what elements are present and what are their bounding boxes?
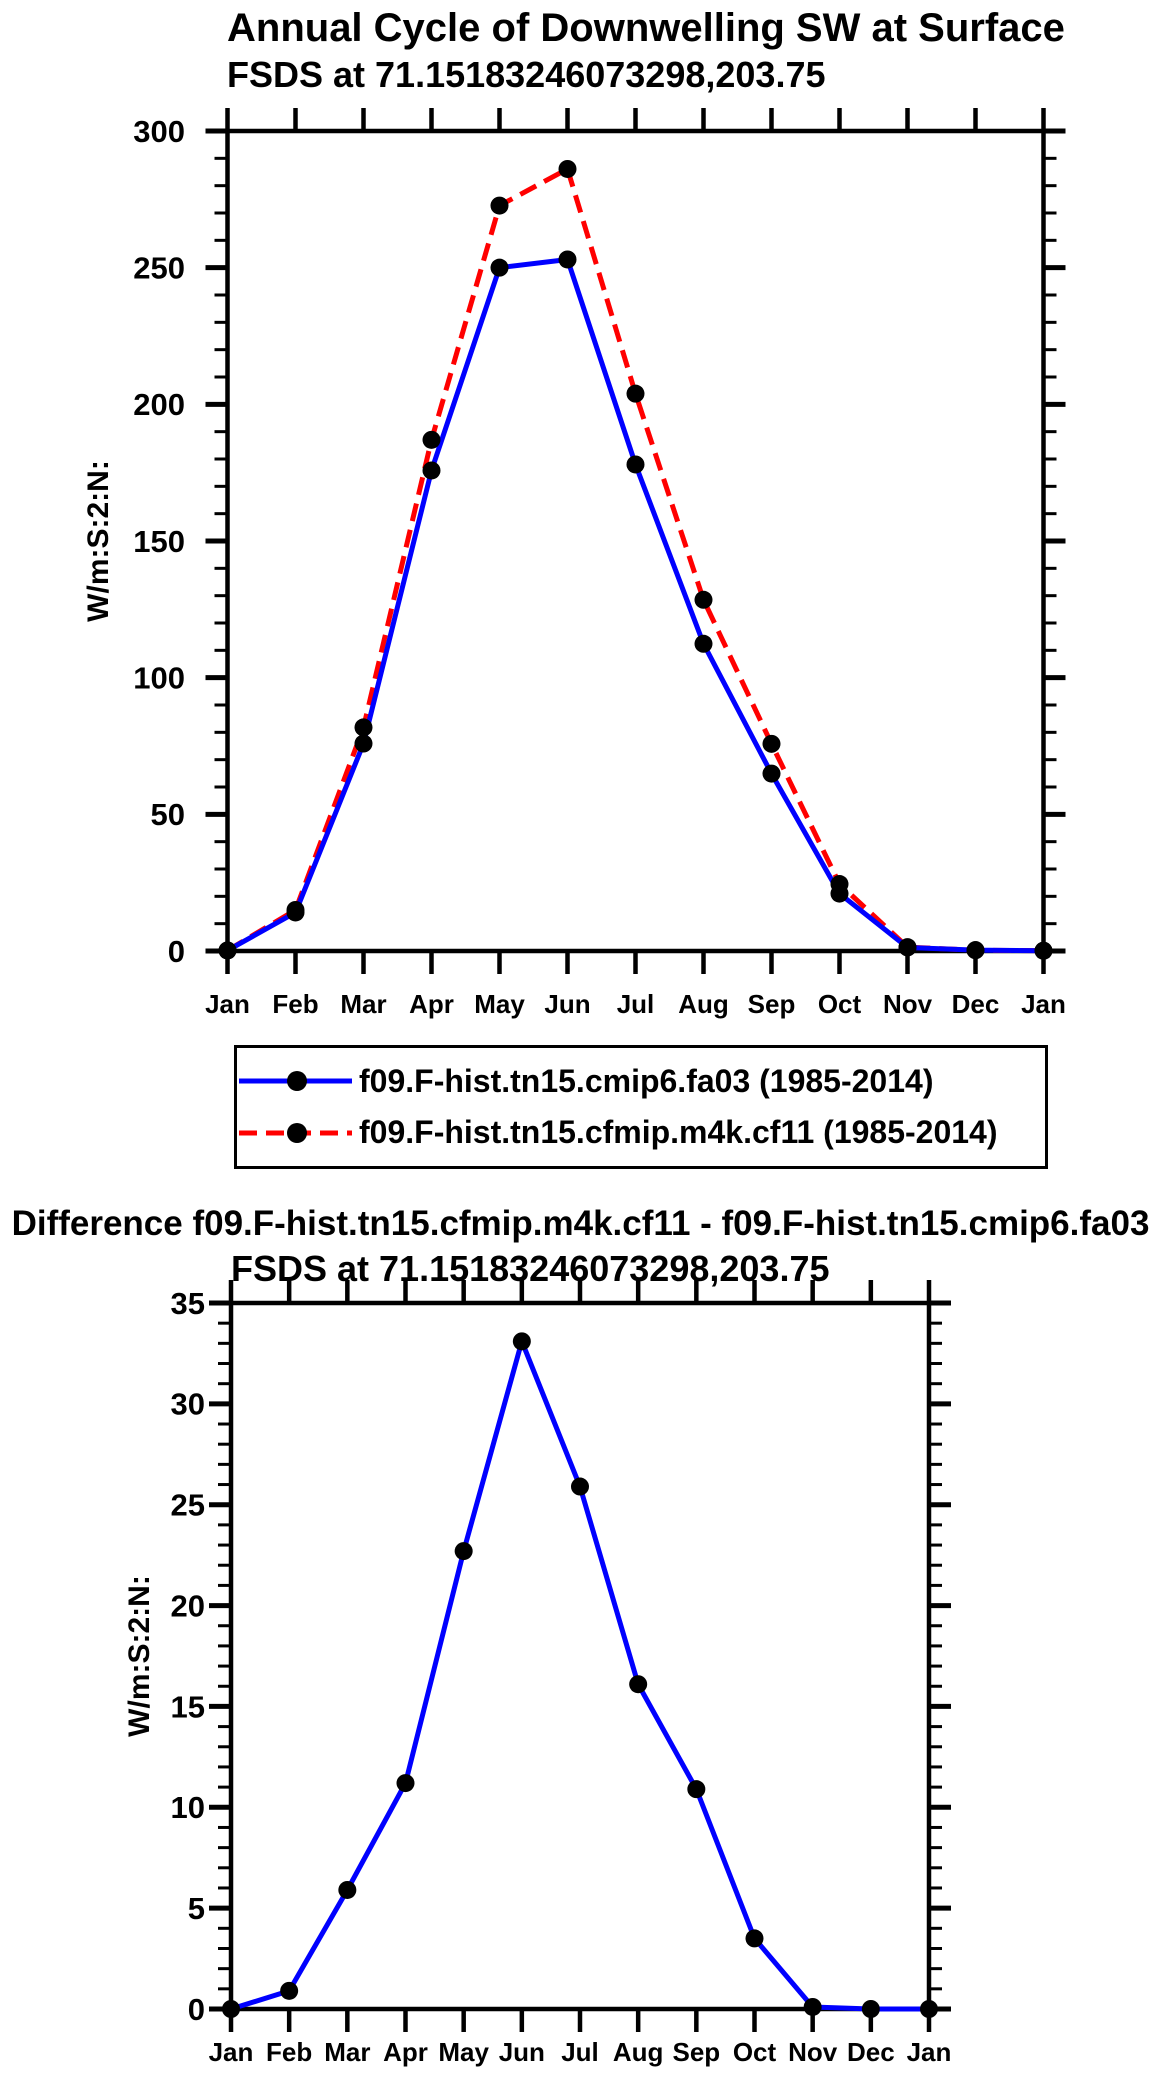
difference-chart-month-label: Jan: [907, 2037, 952, 2067]
top-chart-month-label: Mar: [340, 989, 386, 1019]
top-chart-title: Annual Cycle of Downwelling SW at Surfac…: [227, 6, 1065, 50]
difference-chart-month-label: Dec: [847, 2037, 895, 2067]
difference-chart-month-label: Mar: [324, 2037, 370, 2067]
legend-box: f09.F-hist.tn15.cmip6.fa03 (1985-2014) f…: [234, 1045, 1048, 1169]
difference-chart-month-label: Feb: [266, 2037, 312, 2067]
difference-chart-y-label: 35: [171, 1286, 205, 1321]
top-chart-y-label: 200: [133, 387, 185, 422]
top-chart-month-label: Nov: [883, 989, 933, 1019]
legend-item-cfmip-m4k: f09.F-hist.tn15.cfmip.m4k.cf11 (1985-201…: [239, 1114, 1045, 1151]
difference-chart-month-label: Jun: [499, 2037, 545, 2067]
difference-chart-y-label: 5: [188, 1891, 205, 1926]
top-chart-month-label: Jun: [544, 989, 590, 1019]
difference-chart-x-ticks: Jan Feb Mar Apr May Jun Jul Aug Sep Oct Nov Dec Jan: [209, 1280, 952, 2067]
top-chart-month-label: Apr: [409, 989, 454, 1019]
legend-label-cmip6: f09.F-hist.tn15.cmip6.fa03 (1985-2014): [359, 1062, 934, 1099]
top-chart-y-label: 250: [133, 251, 185, 286]
top-chart-month-label: Sep: [748, 989, 796, 1019]
difference-chart-month-label: Oct: [733, 2037, 777, 2067]
top-chart-frame: [225, 128, 1046, 954]
difference-chart-month-label: May: [438, 2037, 489, 2067]
difference-chart-subtitle: FSDS at 71.15183246073298,203.75: [231, 1248, 830, 1289]
top-chart-markers: [218, 250, 1053, 960]
top-chart-y-ticks: 0 50 100 150 200 250 300: [133, 114, 1066, 969]
top-chart-month-label: Jul: [617, 989, 655, 1019]
top-chart-y-label: 300: [133, 114, 185, 149]
top-chart-month-label: Oct: [818, 989, 862, 1019]
legend-line-sample-red-dashed: [239, 1122, 352, 1143]
difference-chart-title: Difference f09.F-hist.tn15.cfmip.m4k.cf1…: [11, 1204, 1150, 1243]
difference-chart-y-label: 10: [171, 1790, 205, 1825]
difference-chart-month-label: Jul: [561, 2037, 599, 2067]
difference-chart: 0 5 10 15 20 25 30 35 Jan Feb Mar Apr May Jun Jul Aug Se…: [171, 1280, 952, 2067]
top-chart-y-label: 100: [133, 661, 185, 696]
top-chart-y-label: 0: [168, 934, 185, 969]
top-chart-month-label: Aug: [678, 989, 729, 1019]
legend-item-cmip6: f09.F-hist.tn15.cmip6.fa03 (1985-2014): [239, 1063, 1045, 1100]
top-chart-line-solid: [226, 256, 1044, 954]
difference-chart-y-label: 0: [188, 1992, 205, 2027]
top-chart-month-label: May: [474, 989, 525, 1019]
top-chart-month-label: Jan: [1021, 989, 1066, 1019]
top-chart-month-label: Jan: [205, 989, 250, 1019]
difference-chart-y-label: 30: [171, 1387, 205, 1422]
top-chart-y-label: 150: [133, 524, 185, 559]
legend-line-sample-blue-solid: [239, 1071, 352, 1092]
difference-chart-y-ticks: 0 5 10 15 20 25 30 35: [171, 1286, 951, 2027]
difference-chart-month-label: Aug: [613, 2037, 664, 2067]
difference-chart-frame: [228, 1300, 932, 2012]
top-chart-x-ticks: Jan Feb Mar Apr May Jun Jul Aug Sep Oct Nov Dec Jan: [205, 108, 1066, 1019]
difference-chart-month-label: Sep: [672, 2037, 720, 2067]
top-chart: 0 50 100 150 200 250 300 Jan Feb Mar Apr May Jun Jul A…: [133, 108, 1066, 1019]
difference-chart-month-label: Apr: [383, 2037, 428, 2067]
top-chart-month-label: Feb: [272, 989, 318, 1019]
difference-chart-y-label: 20: [171, 1588, 205, 1623]
difference-chart-month-label: Nov: [788, 2037, 838, 2067]
difference-chart-y-axis-label: W/m:S:2:N:: [123, 1575, 156, 1737]
top-chart-markers: [218, 159, 1053, 960]
legend-label-cfmip-m4k: f09.F-hist.tn15.cfmip.m4k.cf11 (1985-201…: [359, 1114, 998, 1151]
difference-chart-y-label: 25: [171, 1488, 205, 1523]
top-chart-month-label: Dec: [952, 989, 1000, 1019]
difference-chart-y-label: 15: [171, 1689, 205, 1724]
difference-chart-markers: [222, 1332, 938, 2018]
top-chart-y-label: 50: [151, 797, 185, 832]
difference-chart-month-label: Jan: [209, 2037, 254, 2067]
top-chart-line-dashed: [226, 166, 1044, 954]
difference-chart-line-solid: [230, 1338, 929, 2012]
top-chart-subtitle: FSDS at 71.15183246073298,203.75: [227, 54, 826, 95]
